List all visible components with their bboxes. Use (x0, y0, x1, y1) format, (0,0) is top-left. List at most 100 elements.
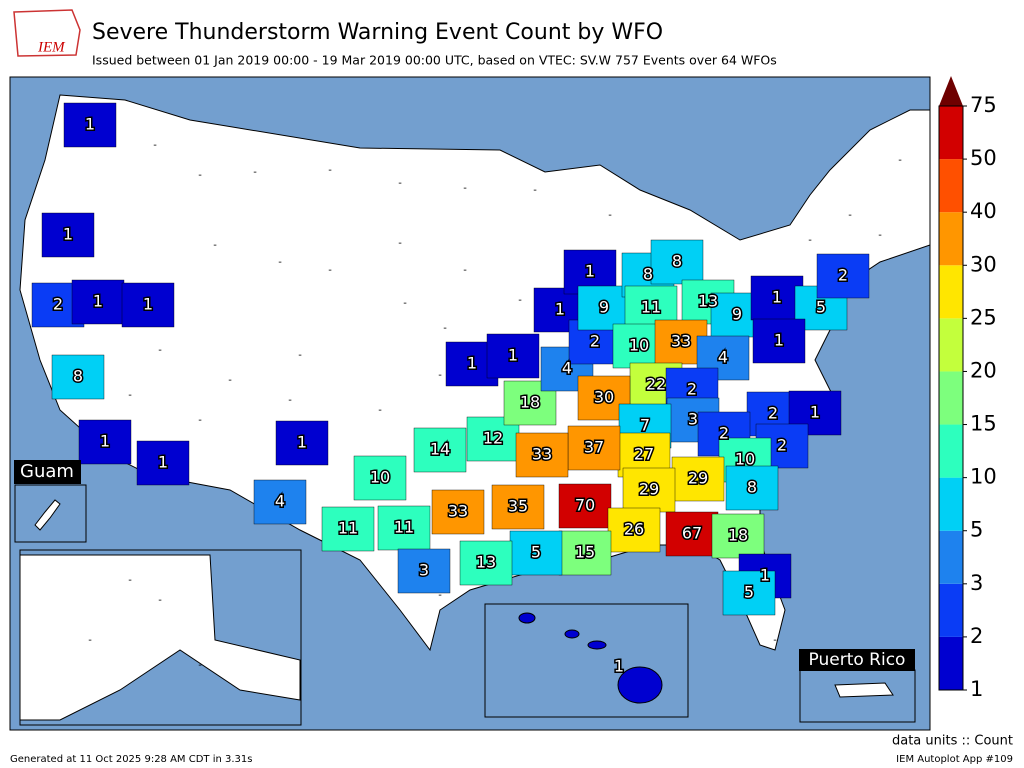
logo-text: IEM (37, 39, 66, 55)
wfo-count-label: 29 (688, 469, 708, 488)
wfo-region (413, 427, 467, 473)
wfo-region (253, 479, 307, 525)
no-event-label: - (198, 415, 202, 426)
wfo-count-label: 12 (483, 429, 503, 448)
wfo-count-label: 18 (728, 526, 748, 545)
no-event-label: - (878, 230, 882, 241)
puerto-rico-land (834, 682, 894, 698)
wfo-count-label: 26 (624, 520, 644, 539)
wfo-count-label: 1 (774, 331, 784, 350)
guam-label-bg (14, 460, 81, 484)
wfo-count-label: 1 (585, 262, 595, 281)
wfo-count-label: 11 (394, 518, 414, 537)
colorbar-segment (939, 212, 963, 266)
no-event-label: - (518, 295, 522, 306)
wfo-region (121, 282, 175, 328)
no-event-label: - (848, 210, 852, 221)
no-event-label: - (438, 370, 442, 381)
wfo-region (486, 333, 540, 379)
no-event-label: - (278, 257, 282, 268)
wfo-region (431, 489, 485, 535)
no-event-label: - (298, 350, 302, 361)
regions (31, 102, 870, 669)
wfo-count-label: 14 (430, 440, 450, 459)
guam-land (34, 499, 61, 531)
wfo-count-label: 11 (338, 519, 358, 538)
wfo-count-label: 13 (698, 292, 718, 311)
wfo-count-label: 15 (575, 543, 595, 562)
alaska-land (19, 554, 301, 721)
wfo-region (816, 253, 870, 299)
no-event-label: - (438, 590, 442, 601)
wfo-count-label: 67 (682, 524, 702, 543)
wfo-count-label: 37 (584, 438, 604, 457)
wfo-count-label: 2 (590, 332, 600, 351)
no-event-label: - (398, 238, 402, 249)
wfo-count-label: 10 (629, 336, 649, 355)
wfo-count-label: 1 (63, 225, 73, 244)
wfo-count-label: 1 (100, 432, 110, 451)
wfo-region (650, 239, 704, 285)
wfo-region (377, 505, 431, 551)
colorbar-tick-label: 75 (970, 93, 997, 117)
no-event-label: - (443, 323, 447, 334)
wfo-region (752, 318, 806, 364)
no-event-label: - (253, 167, 257, 178)
colorbar-segment (939, 318, 963, 372)
wfo-count-label: 1 (555, 300, 565, 319)
no-event-label: - (608, 210, 612, 221)
wfo-count-label: 8 (643, 265, 653, 284)
no-event-label: - (328, 265, 332, 276)
wfo-count-label: 1 (772, 288, 782, 307)
no-event-label: - (198, 170, 202, 181)
wfo-region (353, 455, 407, 501)
no-event-label: - (128, 390, 132, 401)
colorbar-tick-label: 15 (970, 412, 997, 436)
wfo-count-label: 1 (158, 453, 168, 472)
wfo-count-label: 1 (614, 657, 624, 676)
wfo-count-label: 5 (531, 543, 541, 562)
no-event-label: - (128, 575, 132, 586)
colorbar-segment (939, 477, 963, 531)
wfo-count-label: 4 (718, 348, 728, 367)
wfo-count-label: 33 (448, 502, 468, 521)
colorbar-segment (939, 265, 963, 319)
wfo-count-label: 2 (768, 404, 778, 423)
wfo-count-label: 8 (672, 252, 682, 271)
colorbar-tick-label: 50 (970, 146, 997, 170)
wfo-region (671, 456, 725, 502)
wfo-count-label: 10 (370, 468, 390, 487)
wfo-count-label: 3 (688, 410, 698, 429)
colorbar: 1 2 3 5 10 15 20 25 30 40 50 75 (938, 76, 997, 701)
wfo-count-label: 7 (640, 416, 650, 435)
wfo-region (491, 484, 545, 530)
no-event-label: - (403, 298, 407, 309)
wfo-region (607, 507, 661, 553)
colorbar-tick-label: 2 (970, 624, 983, 648)
wfo-count-label: 5 (744, 583, 754, 602)
wfo-region (515, 432, 569, 478)
wfo-count-label: 4 (275, 492, 285, 511)
hawaii-islands (518, 612, 663, 704)
wfo-region (722, 570, 776, 616)
wfo-region (558, 483, 612, 529)
wfo-count-label: 1 (810, 403, 820, 422)
wfo-count-label: 33 (671, 332, 691, 351)
wfo-count-label: 1 (143, 295, 153, 314)
wfo-region (509, 530, 563, 576)
no-event-label: - (158, 345, 162, 356)
colorbar-segment (939, 583, 963, 637)
no-event-label: - (198, 660, 202, 671)
wfo-count-label: 8 (73, 367, 83, 386)
colorbar-segment (939, 106, 963, 160)
wfo-count-label: 1 (297, 433, 307, 452)
wfo-region (275, 420, 329, 466)
wfo-count-label: 22 (646, 375, 666, 394)
hawaii-inset (484, 603, 689, 718)
wfo-region (321, 506, 375, 552)
wfo-count-label: 10 (735, 450, 755, 469)
wfo-count-label: 2 (687, 380, 697, 399)
wfo-count-label: 5 (816, 298, 826, 317)
